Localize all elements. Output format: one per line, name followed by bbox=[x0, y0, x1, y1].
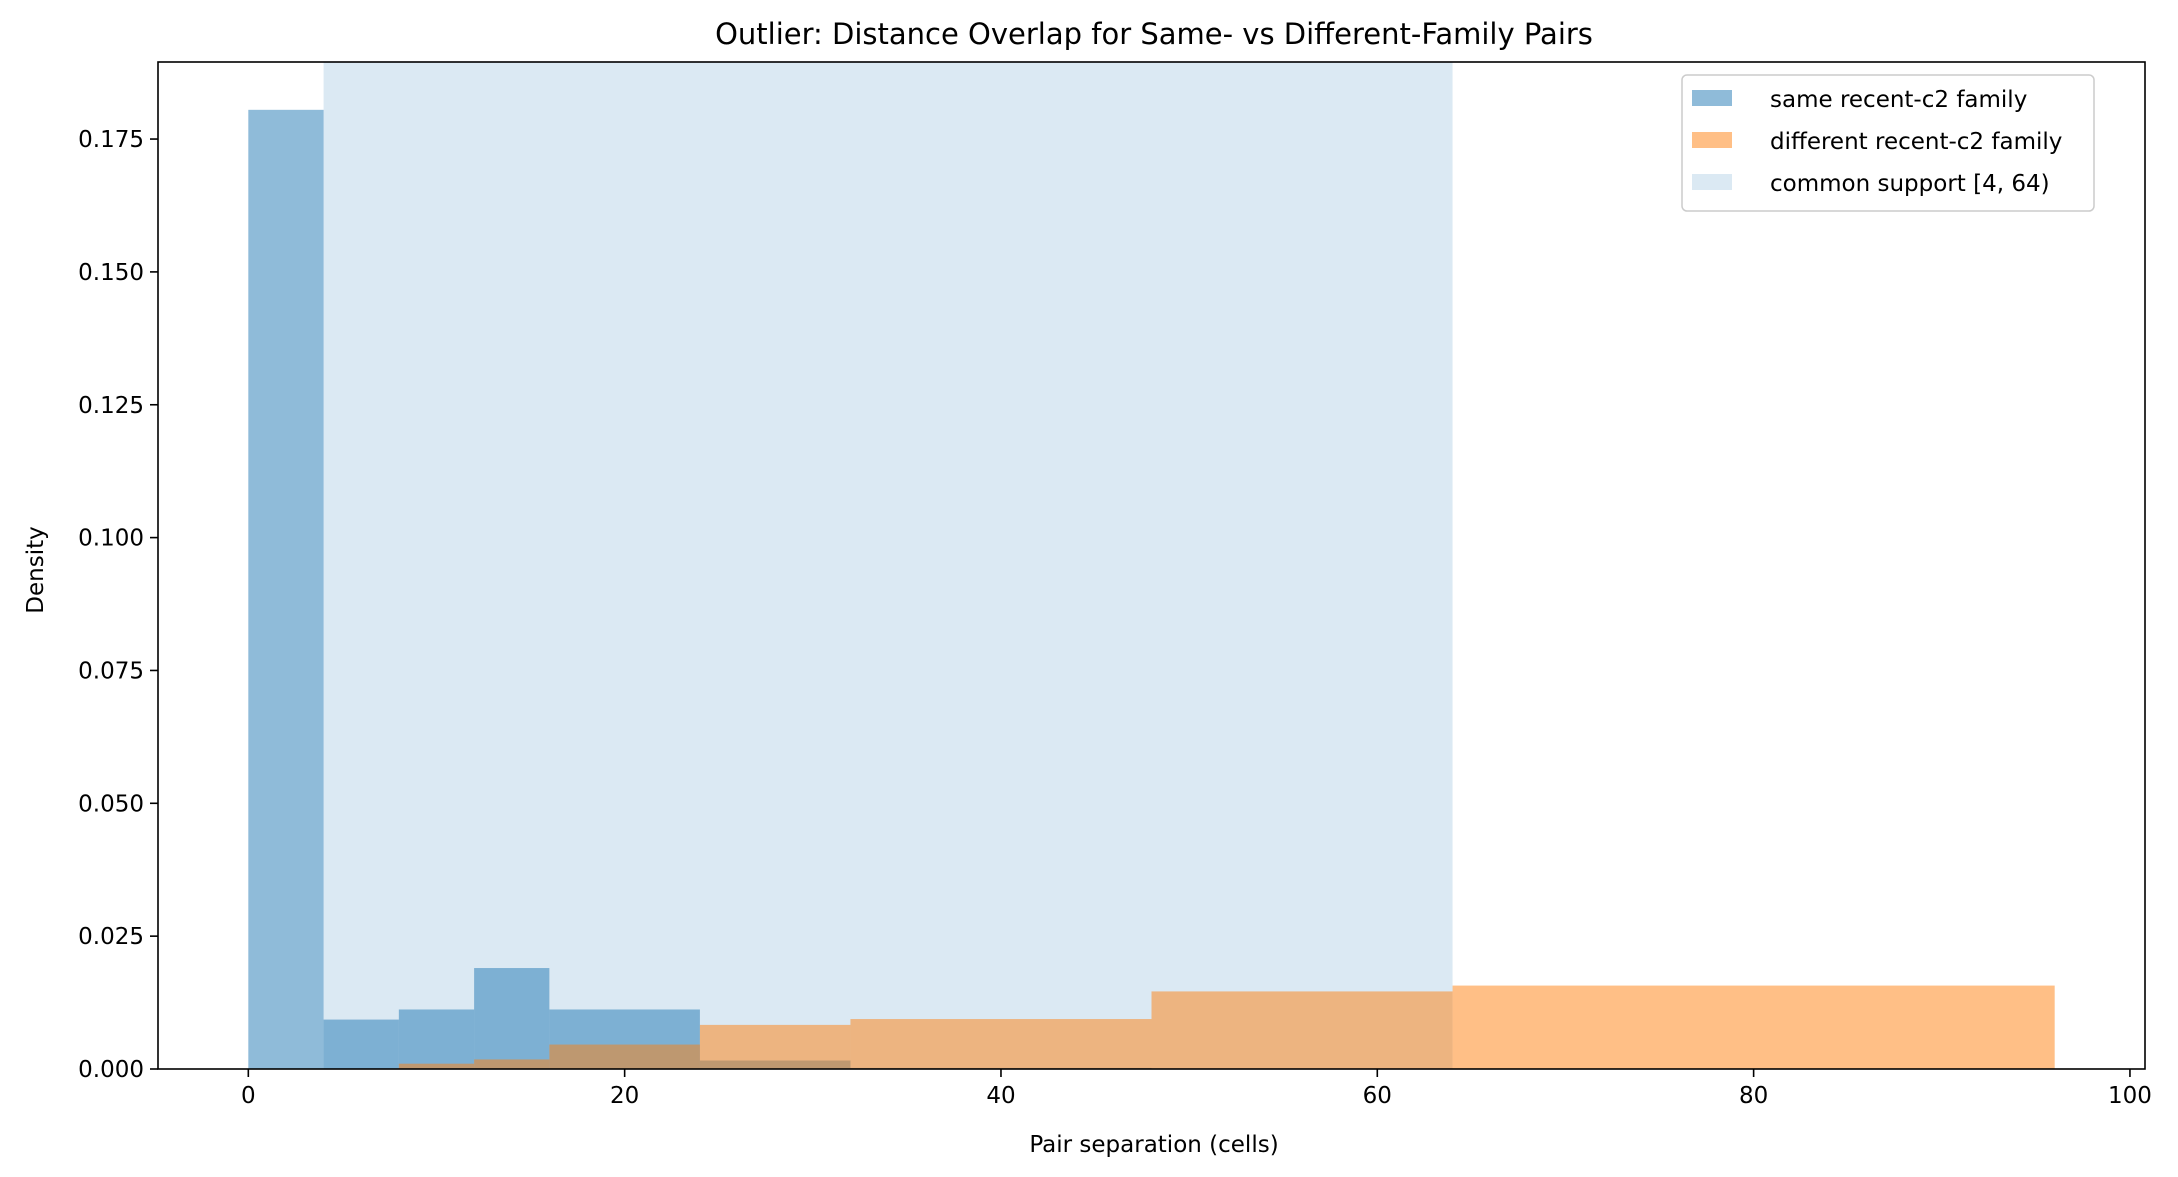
histogram-bar-series-1-bin-6 bbox=[1452, 985, 2055, 1069]
legend-label-different-family: different recent-c2 family bbox=[1770, 129, 2062, 155]
y-tick-label: 0.150 bbox=[78, 260, 144, 286]
histogram-bar-series-0-bin-0 bbox=[248, 109, 324, 1069]
x-tick-label: 80 bbox=[1739, 1083, 1768, 1109]
histogram-bar-series-0-bin-2 bbox=[398, 1009, 475, 1069]
common-support-band bbox=[323, 62, 1453, 1069]
histogram-bar-series-0-bin-3 bbox=[474, 968, 550, 1069]
plot-area bbox=[248, 62, 2055, 1069]
histogram-bar-series-1-bin-4 bbox=[850, 1019, 1152, 1069]
legend-swatch-same-family bbox=[1692, 90, 1732, 106]
y-tick-label: 0.100 bbox=[78, 526, 144, 552]
histogram-bar-series-0-bin-1 bbox=[323, 1019, 399, 1069]
x-tick-label: 60 bbox=[1363, 1083, 1392, 1109]
x-tick-label: 100 bbox=[2108, 1083, 2152, 1109]
y-tick-label: 0.050 bbox=[78, 791, 144, 817]
y-tick-label: 0.000 bbox=[78, 1057, 144, 1083]
x-axis-label: Pair separation (cells) bbox=[1029, 1132, 1278, 1158]
legend-label-same-family: same recent-c2 family bbox=[1770, 87, 2027, 113]
y-tick-label: 0.025 bbox=[78, 924, 144, 950]
histogram-bar-series-1-bin-3 bbox=[699, 1024, 851, 1069]
x-tick-label: 40 bbox=[986, 1083, 1015, 1109]
legend-swatch-different-family bbox=[1692, 132, 1732, 148]
y-tick-label: 0.125 bbox=[78, 393, 144, 419]
y-tick-label: 0.075 bbox=[78, 658, 144, 684]
histogram-bar-series-1-bin-2 bbox=[549, 1044, 700, 1069]
x-tick-label: 0 bbox=[241, 1083, 256, 1109]
y-tick-label: 0.175 bbox=[78, 127, 144, 153]
legend-swatch-common-support bbox=[1692, 174, 1732, 190]
legend: same recent-c2 family different recent-c… bbox=[1681, 74, 2095, 212]
axes: 0 20 40 60 80 100 0.000 0.025 0.050 0.075 0.100 0.1… bbox=[78, 61, 2152, 1109]
legend-frame bbox=[1681, 74, 2095, 212]
y-axis-label: Density bbox=[23, 526, 49, 613]
x-tick-label: 20 bbox=[610, 1083, 639, 1109]
histogram-bar-series-1-bin-0 bbox=[398, 1063, 475, 1069]
chart-title: Outlier: Distance Overlap for Same- vs D… bbox=[715, 17, 1593, 51]
legend-label-common-support: common support [4, 64) bbox=[1770, 171, 2050, 197]
plot-frame bbox=[157, 61, 2146, 1070]
histogram-bar-series-1-bin-1 bbox=[474, 1059, 550, 1069]
histogram-bar-series-1-bin-5 bbox=[1151, 991, 1453, 1069]
